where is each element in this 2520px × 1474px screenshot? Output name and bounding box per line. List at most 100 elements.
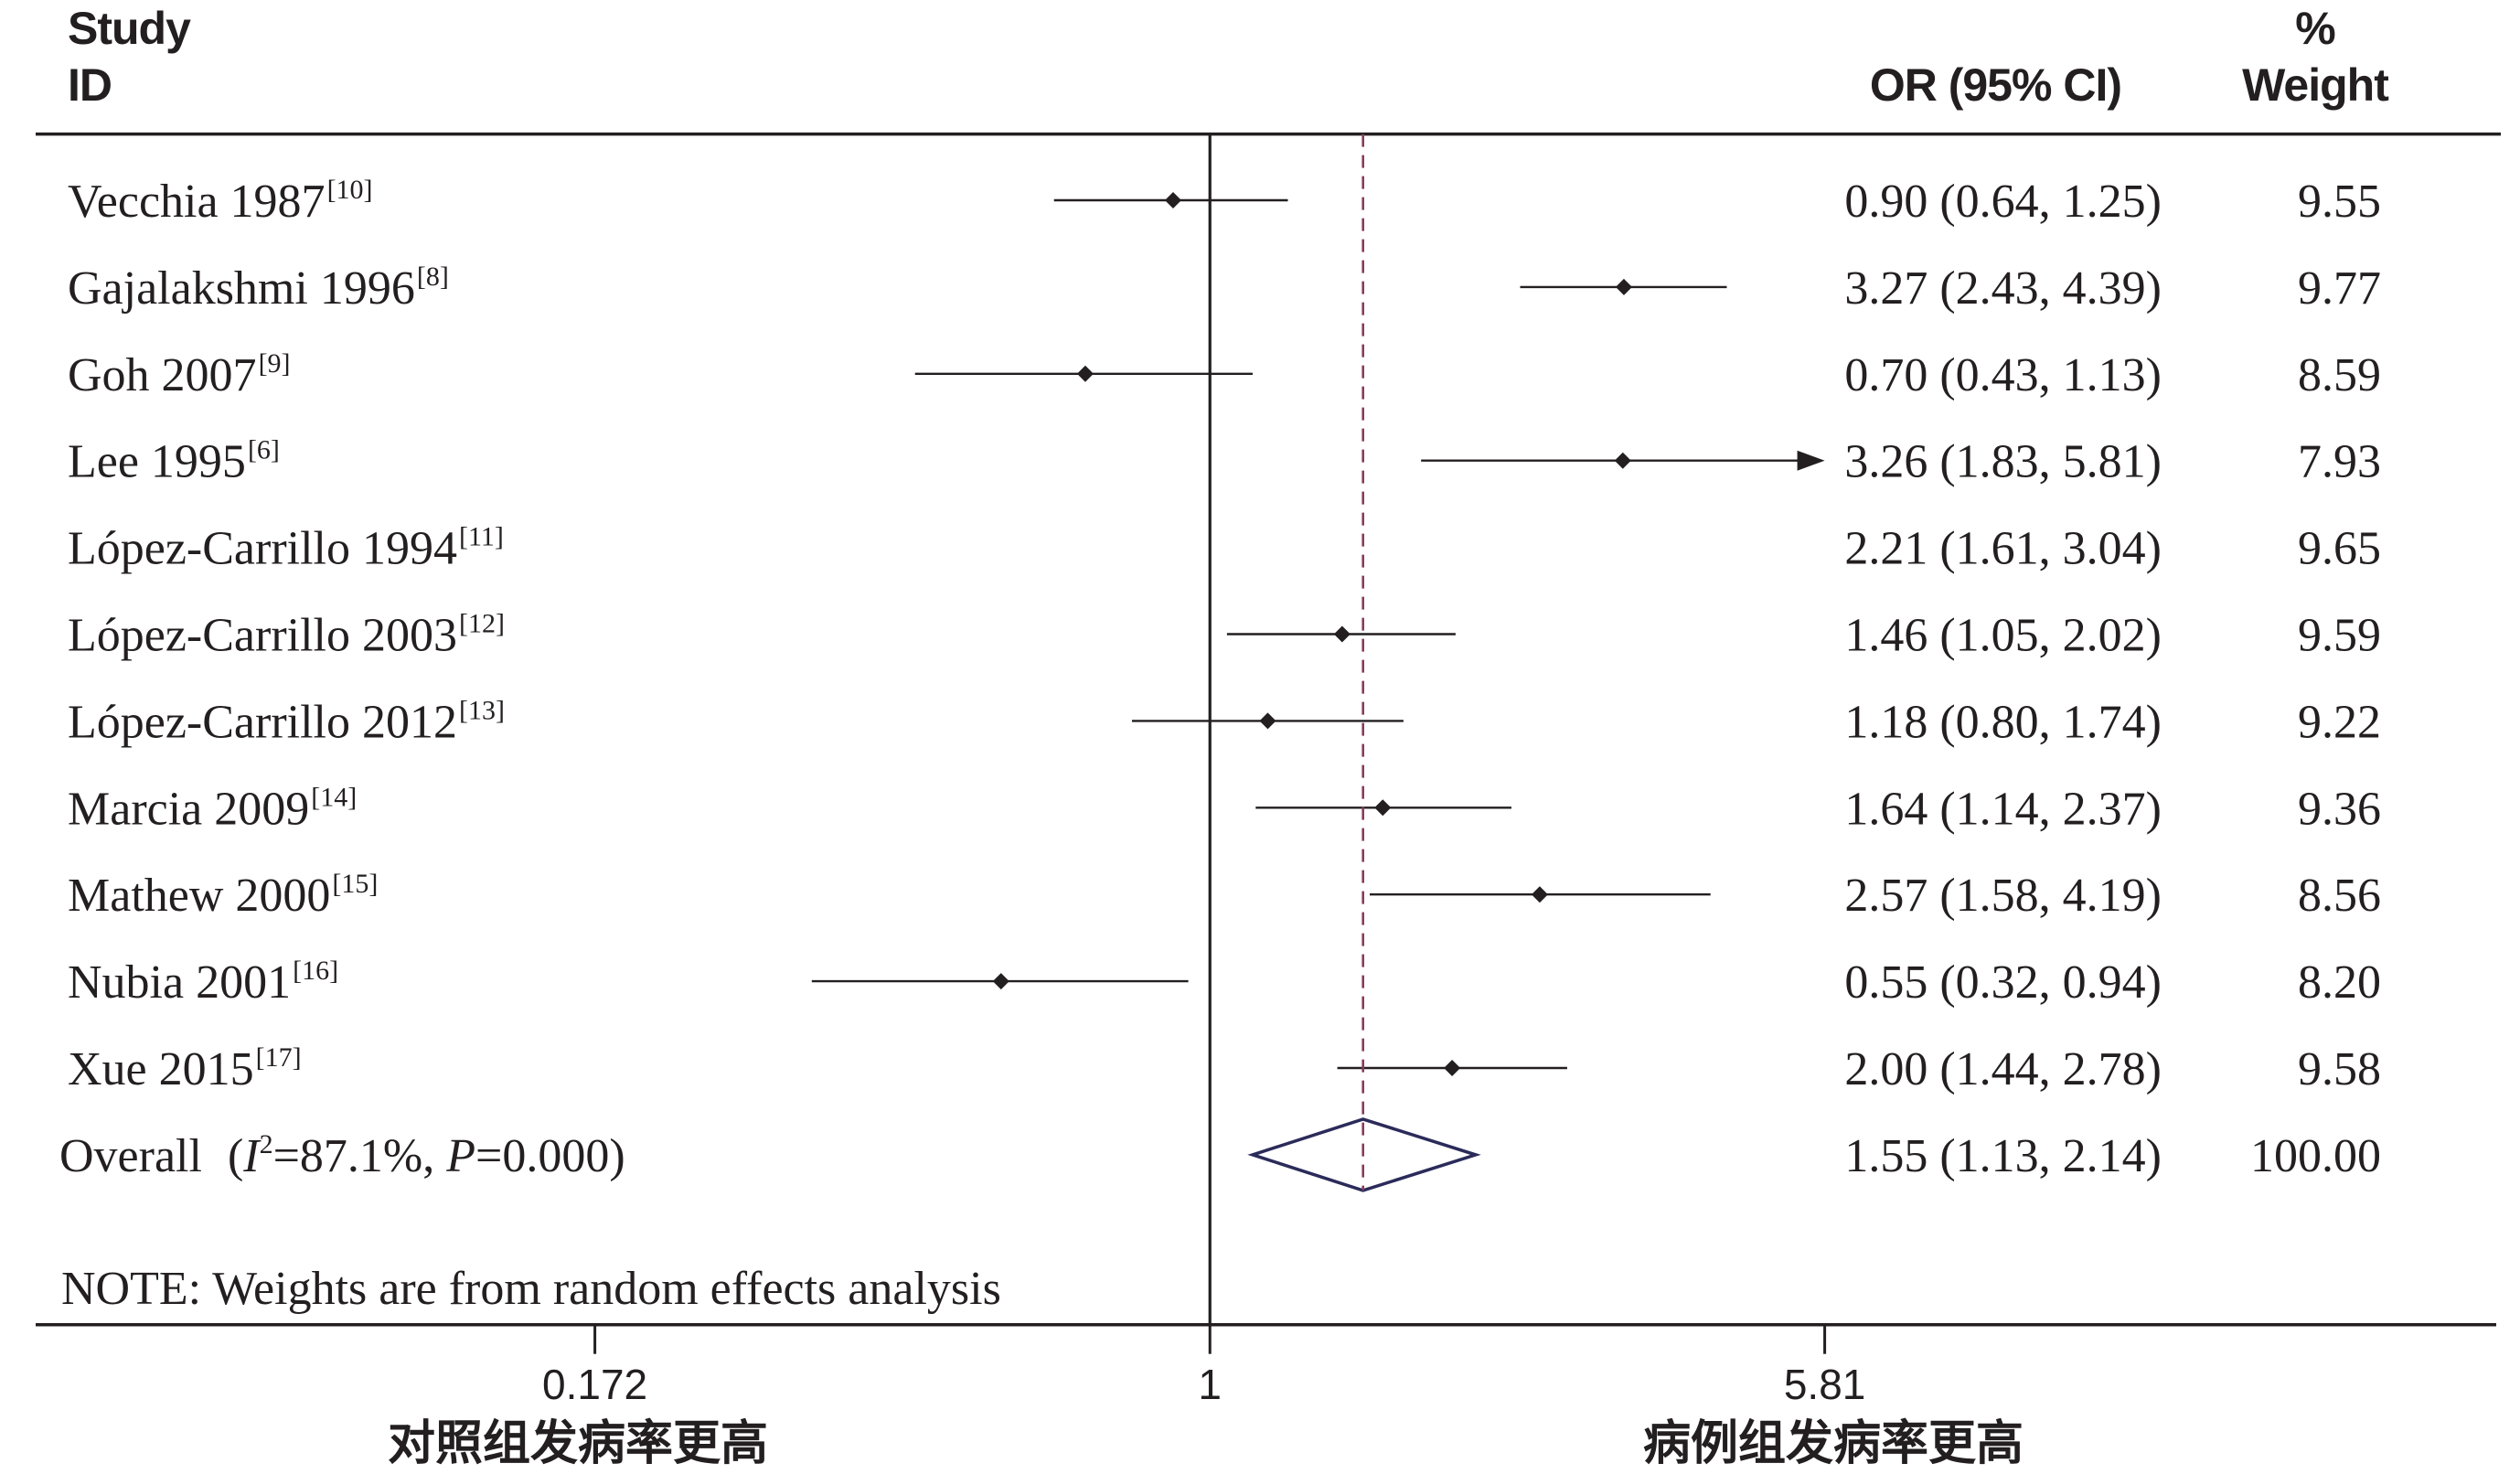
weight-text: 7.93 [2298,436,2381,488]
or-ci-text: 0.70 (0.43, 1.13) [1844,349,2162,401]
x-tick-label: 5.81 [1784,1361,1866,1408]
point-estimate-marker [1333,625,1351,643]
overall-diamond [1247,1117,1481,1192]
study-name-text: Mathew 2000 [68,870,330,922]
study-row: Marcia 2009[14] 1.64 (1.14, 2.37) 9.36 [68,782,2381,835]
weight-header-line2: Weight [2242,59,2389,111]
overall-label: Overall (I2=87.1%, P=0.000) [59,1129,625,1182]
or-ci-text: 0.55 (0.32, 0.94) [1844,956,2162,1009]
study-reference: [9] [259,348,291,379]
study-name: Marcia 2009[14] [68,782,357,835]
column-headers: Study ID OR (95% CI) % Weight [68,3,2390,111]
study-name-text: López-Carrillo 2003 [68,610,457,662]
point-estimate-marker [1531,886,1548,903]
i-squared-exponent: 2 [260,1129,273,1159]
study-name-text: Goh 2007 [68,349,257,401]
weight-text: 9.36 [2298,783,2381,835]
p-symbol: P [445,1130,475,1182]
overall-or-ci-text: 1.55 (1.13, 2.14) [1844,1130,2162,1182]
overall-weight-text: 100.00 [2250,1130,2381,1182]
study-header-line1: Study [68,3,191,54]
point-estimate-marker [1259,712,1276,730]
study-name: Gajalakshmi 1996[8] [68,262,449,315]
study-row: López-Carrillo 1994[11] 2.21 (1.61, 3.04)… [68,522,2381,575]
study-name-text: Nubia 2001 [68,956,291,1009]
note-text: NOTE: Weights are from random effects an… [61,1263,1001,1315]
study-row: Gajalakshmi 1996[8] 3.27 (2.43, 4.39) 9.77 [68,262,2381,315]
or-ci-text: 1.64 (1.14, 2.37) [1844,783,2162,835]
study-row: Xue 2015[17] 2.00 (1.44, 2.78) 9.58 [68,1042,2381,1095]
study-reference: [12] [459,609,505,639]
study-header-line2: ID [68,59,112,111]
study-name: López-Carrillo 2012[13] [68,695,505,748]
weight-text: 8.56 [2298,870,2381,922]
study-reference: [6] [248,435,280,465]
study-row: Goh 2007[9] 0.70 (0.43, 1.13) 8.59 [68,348,2381,401]
or-ci-text: 2.57 (1.58, 4.19) [1844,870,2162,922]
study-name-text: Xue 2015 [68,1043,254,1095]
study-name: Mathew 2000[15] [68,869,378,922]
point-estimate-marker [1164,192,1181,208]
or-ci-text: 1.18 (0.80, 1.74) [1844,696,2162,748]
or-ci-text: 2.21 (1.61, 3.04) [1844,523,2162,575]
study-reference: [16] [293,956,338,986]
study-row: López-Carrillo 2012[13] 1.18 (0.80, 1.74)… [68,695,2381,748]
study-name-text: Vecchia 1987 [68,176,326,228]
study-rows: Vecchia 1987[10] 0.90 (0.64, 1.25) 9.55 Gaj… [68,175,2381,1095]
point-estimate-marker [992,973,1009,990]
overall-row: Overall (I2=87.1%, P=0.000) 1.55 (1.13, 2.… [59,134,2381,1192]
study-row: Nubia 2001[16] 0.55 (0.32, 0.94) 8.20 [68,956,2381,1009]
weight-text: 9.59 [2298,610,2381,662]
study-row: Mathew 2000[15] 2.57 (1.58, 4.19) 8.56 [68,869,2381,922]
study-name: Nubia 2001[16] [68,956,338,1009]
x-tick-label: 0.172 [542,1361,647,1408]
or-ci-text: 3.26 (1.83, 5.81) [1844,436,2162,488]
i-squared-symbol: I [242,1130,262,1182]
estimate-header: OR (95% CI) [1870,59,2121,111]
point-estimate-marker [1614,452,1631,469]
or-ci-text: 2.00 (1.44, 2.78) [1844,1043,2162,1095]
study-name: Goh 2007[9] [68,348,291,401]
study-row: Lee 1995[6] 3.26 (1.83, 5.81) 7.93 [68,435,2381,488]
weight-text: 9.58 [2298,1043,2381,1095]
study-name: Lee 1995[6] [68,435,280,488]
weight-text: 8.20 [2298,956,2381,1009]
weight-text: 9.77 [2298,262,2381,315]
weight-text: 9.55 [2298,176,2381,228]
or-ci-text: 1.46 (1.05, 2.02) [1844,610,2162,662]
study-name: Vecchia 1987[10] [68,175,373,228]
study-name-text: López-Carrillo 2012 [68,696,457,748]
or-ci-text: 0.90 (0.64, 1.25) [1844,176,2162,228]
study-name: López-Carrillo 1994[11] [68,522,504,575]
point-estimate-marker [1374,799,1392,817]
study-name: Xue 2015[17] [68,1042,302,1095]
study-reference: [15] [332,869,378,899]
ci-arrow-right [1797,450,1825,471]
or-ci-text: 3.27 (2.43, 4.39) [1844,262,2162,315]
overall-label-text: Overall [59,1130,202,1182]
weight-text: 8.59 [2298,349,2381,401]
heterogeneity-open: ( [228,1130,243,1182]
p-value: =0.000) [475,1130,625,1182]
weight-text: 9.65 [2298,523,2381,575]
study-name-text: Marcia 2009 [68,783,309,835]
weight-text: 9.22 [2298,696,2381,748]
study-name-text: Lee 1995 [68,436,246,488]
study-reference: [8] [417,262,449,292]
point-estimate-marker [1444,1060,1461,1076]
x-annotation-left: 对照组发病率更高 [388,1416,768,1471]
study-row: López-Carrillo 2003[12] 1.46 (1.05, 2.02)… [68,609,2381,662]
study-name-text: Gajalakshmi 1996 [68,262,415,315]
study-reference: [17] [256,1042,302,1073]
x-annotation-right: 病例组发病率更高 [1643,1416,2023,1471]
x-axis-ticks: 0.172 1 5.81 [542,1324,1866,1408]
point-estimate-marker [1615,278,1632,295]
study-name-text: López-Carrillo 1994 [68,523,457,575]
x-tick-label: 1 [1198,1361,1222,1408]
study-reference: [10] [327,175,373,205]
point-estimate-marker [1076,365,1094,382]
study-reference: [13] [459,695,505,725]
study-name: López-Carrillo 2003[12] [68,609,505,662]
